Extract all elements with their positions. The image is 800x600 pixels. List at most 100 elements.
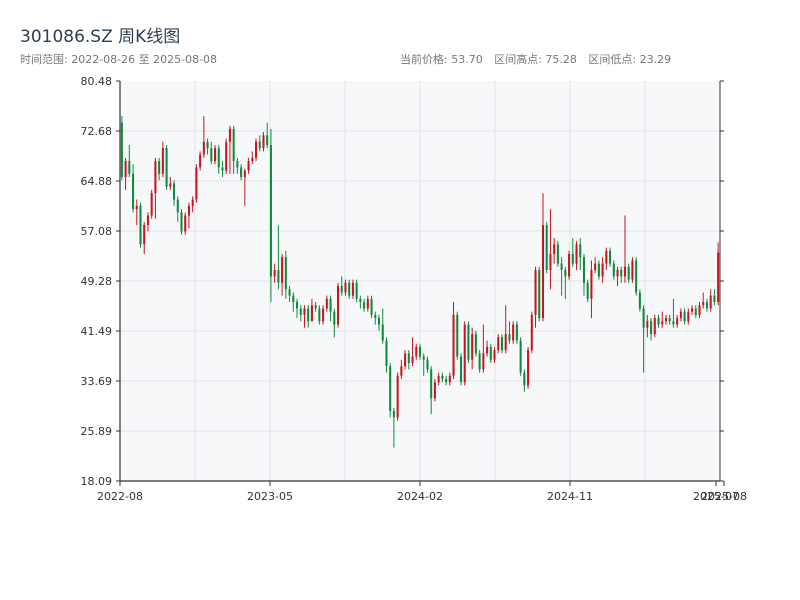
candle [292, 292, 295, 312]
candle-body [545, 225, 548, 271]
candle [284, 250, 287, 299]
candle [120, 116, 123, 181]
candle [650, 318, 653, 341]
candle [564, 266, 567, 299]
candle [456, 311, 459, 360]
candle [135, 199, 138, 226]
candle [344, 279, 347, 296]
candle-body [601, 263, 604, 277]
candles [120, 116, 720, 448]
candle-body [180, 212, 183, 232]
candle [627, 263, 630, 283]
candle-body [549, 253, 552, 271]
candle [448, 372, 451, 386]
chart-title: 301086.SZ 周K线图 [20, 27, 181, 47]
candle-body [437, 375, 440, 383]
candle [683, 308, 686, 325]
candle [441, 372, 444, 383]
candle [180, 209, 183, 235]
candle [553, 237, 556, 264]
candle [165, 144, 168, 190]
candle [273, 263, 276, 283]
candle-body [493, 350, 496, 360]
candle [400, 359, 403, 379]
y-tick-label: 18.09 [81, 475, 113, 488]
candle [605, 247, 608, 271]
candle-body [594, 263, 597, 271]
candle [258, 135, 261, 152]
candle [556, 241, 559, 267]
candle [329, 295, 332, 322]
candle [497, 334, 500, 354]
candle-body [221, 167, 224, 171]
candle [705, 298, 708, 312]
candle-body [124, 161, 127, 178]
candle-body [586, 282, 589, 299]
candle [176, 196, 179, 222]
candle-body [418, 346, 422, 357]
candle-body [683, 311, 686, 322]
candle-body [389, 366, 392, 412]
candle [221, 161, 224, 178]
candle [620, 266, 623, 283]
candle-body [575, 244, 578, 264]
range-low: 区间低点: 23.29 [588, 53, 672, 66]
candle-body [560, 263, 563, 271]
candle [228, 125, 231, 174]
candle [642, 305, 645, 373]
candle [381, 308, 384, 344]
candle [277, 225, 280, 290]
candle [549, 209, 552, 290]
candle [575, 241, 578, 271]
candle-body [497, 337, 500, 351]
candle-body [351, 282, 354, 296]
candle [646, 314, 649, 338]
candle [512, 321, 515, 344]
candle [199, 151, 202, 171]
range-high: 区间高点: 75.28 [494, 53, 577, 66]
candle-body [225, 141, 228, 171]
candle [609, 247, 612, 267]
candle [541, 193, 545, 322]
candle [161, 141, 164, 178]
candle [430, 366, 433, 415]
candle-body [336, 286, 340, 325]
candle [568, 250, 571, 280]
candle-body [359, 298, 362, 303]
candle-body [284, 257, 287, 290]
candle [307, 305, 310, 328]
candle-body [519, 340, 522, 373]
candle [206, 138, 209, 155]
candle [128, 144, 131, 178]
candle [500, 334, 504, 354]
candle-body [556, 244, 559, 264]
candle [310, 298, 313, 322]
candle-body [668, 318, 671, 322]
candle [255, 138, 258, 162]
candle-body [195, 167, 198, 200]
x-tick-label: 2023-05 [247, 490, 293, 503]
candle-body [564, 270, 567, 277]
candle [374, 311, 377, 325]
candle [385, 337, 388, 373]
candle-body [202, 141, 205, 155]
candle-body [173, 183, 176, 200]
candle [694, 305, 697, 319]
candle [519, 337, 522, 376]
candle [653, 314, 656, 338]
candle-body [664, 318, 667, 322]
candle [377, 314, 381, 331]
y-tick-label: 64.88 [81, 175, 113, 188]
candle [359, 295, 362, 309]
x-tick-label: 2025-07 [693, 490, 739, 503]
candle [191, 196, 194, 213]
candle [154, 157, 157, 219]
candle [333, 308, 336, 338]
candle-body [676, 318, 679, 325]
candle [225, 138, 228, 174]
candle-body [467, 324, 470, 360]
candle [474, 330, 477, 357]
candle-body [299, 308, 302, 315]
candle-body [541, 225, 545, 319]
candle [269, 128, 272, 303]
